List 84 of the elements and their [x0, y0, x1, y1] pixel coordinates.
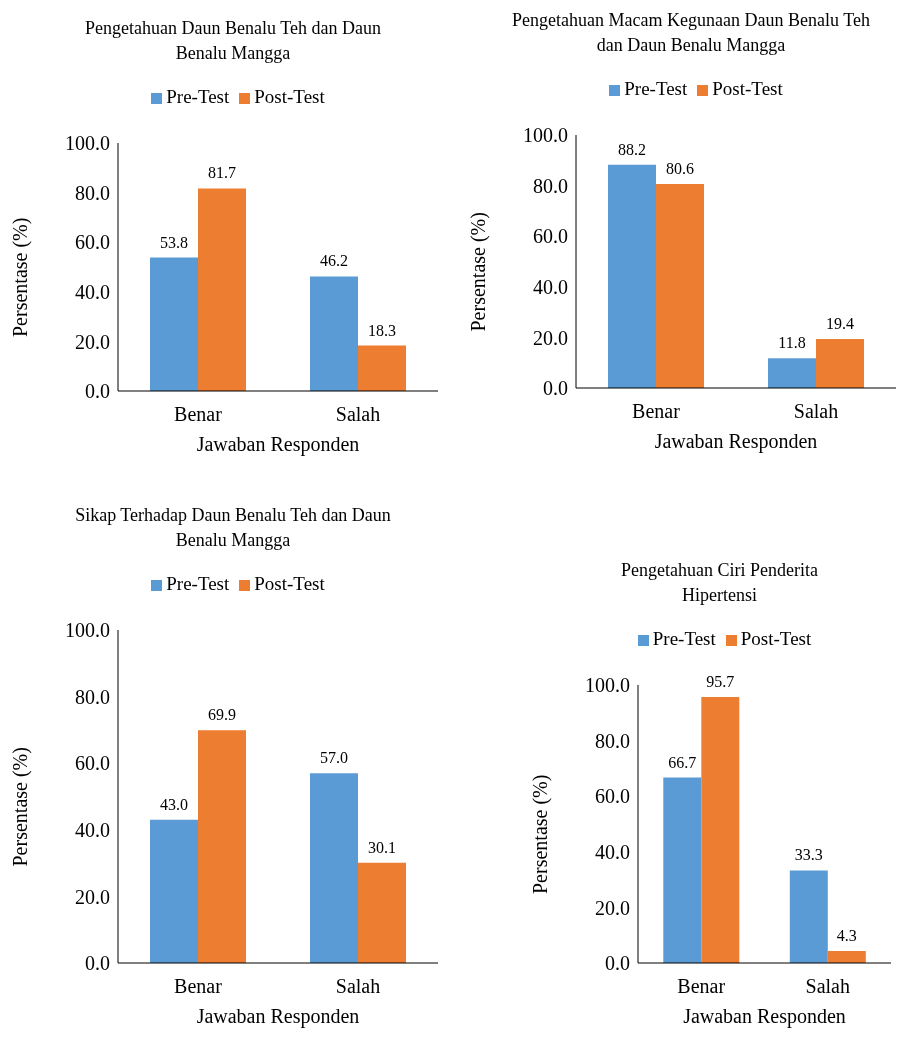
x-axis-title: Jawaban Responden — [654, 430, 818, 454]
y-tick-label: 60.0 — [533, 225, 568, 248]
y-tick-label: 0.0 — [543, 377, 568, 400]
bar — [358, 345, 406, 391]
bar — [198, 730, 246, 963]
y-tick-label: 100.0 — [585, 674, 630, 697]
y-tick-label: 60.0 — [595, 785, 630, 808]
y-tick-label: 80.0 — [75, 685, 110, 708]
legend-label: Post-Test — [254, 573, 325, 594]
data-label: 53.8 — [160, 233, 188, 251]
y-tick-label: 80.0 — [533, 174, 568, 197]
x-tick-label: Benar — [174, 975, 223, 998]
bar — [310, 276, 358, 391]
x-tick-label: Benar — [632, 400, 681, 423]
y-axis-title: Persentase (%) — [9, 747, 33, 867]
y-tick-label: 80.0 — [595, 729, 630, 752]
bar — [608, 164, 656, 388]
bar — [768, 358, 816, 388]
chart-title: Pengetahuan Macam Kegunaan Daun Benalu Teh dan Daun Benalu Mangga — [511, 9, 871, 57]
data-label: 18.3 — [368, 321, 396, 339]
bar — [198, 188, 246, 391]
data-label: 57.0 — [320, 749, 348, 767]
x-tick-label: Salah — [805, 975, 850, 998]
data-label: 46.2 — [320, 252, 348, 270]
data-label: 19.4 — [826, 314, 854, 332]
y-tick-label: 0.0 — [85, 380, 110, 403]
bar — [827, 951, 866, 963]
x-tick-label: Benar — [174, 403, 223, 426]
y-tick-label: 100.0 — [523, 124, 568, 147]
legend-label: Pre-Test — [624, 78, 688, 99]
legend-label: Post-Test — [712, 78, 783, 99]
x-axis-title: Jawaban Responden — [196, 1005, 360, 1029]
legend-label: Pre-Test — [166, 573, 230, 594]
x-axis-title: Jawaban Responden — [683, 1005, 846, 1029]
legend-label: Post-Test — [740, 628, 812, 649]
data-label: 4.3 — [836, 927, 857, 945]
y-axis-title: Persentase (%) — [9, 217, 33, 337]
y-tick-label: 20.0 — [533, 326, 568, 349]
data-label: 95.7 — [706, 672, 735, 690]
data-label: 11.8 — [778, 334, 806, 352]
bar — [656, 184, 704, 388]
x-tick-label: Salah — [335, 975, 381, 998]
y-tick-label: 20.0 — [75, 885, 110, 908]
y-tick-label: 40.0 — [75, 280, 110, 303]
x-axis-title: Jawaban Responden — [196, 433, 360, 457]
y-tick-label: 20.0 — [595, 896, 630, 919]
chart-title: Pengetahuan Daun Benalu Teh dan Daun Benalu Mangga — [84, 17, 382, 65]
y-tick-label: 20.0 — [75, 330, 110, 353]
bar — [150, 257, 198, 391]
y-axis-title: Persentase (%) — [467, 212, 491, 332]
bar — [663, 777, 702, 963]
data-label: 43.0 — [160, 795, 188, 813]
legend-label: Pre-Test — [652, 628, 716, 649]
y-tick-label: 100.0 — [65, 132, 110, 155]
data-label: 69.9 — [208, 706, 236, 724]
y-tick-label: 0.0 — [85, 952, 110, 975]
legend-label: Post-Test — [254, 86, 325, 107]
y-tick-label: 0.0 — [605, 952, 630, 975]
y-tick-label: 60.0 — [75, 231, 110, 254]
y-axis-title: Persentase (%) — [529, 774, 553, 894]
bar — [310, 773, 358, 963]
chart-title: Sikap Terhadap Daun Benalu Teh dan Daun Benalu Mangga — [74, 504, 392, 552]
y-tick-label: 40.0 — [595, 840, 630, 863]
x-tick-label: Salah — [335, 403, 381, 426]
chart-title: Pengetahuan Ciri Penderita Hipertensi — [620, 559, 819, 607]
bar — [358, 862, 406, 963]
data-label: 30.1 — [368, 838, 396, 856]
bar — [816, 338, 864, 388]
data-label: 88.2 — [618, 140, 646, 158]
data-label: 66.7 — [668, 753, 697, 771]
y-tick-label: 40.0 — [533, 275, 568, 298]
x-tick-label: Salah — [793, 400, 839, 423]
bar — [789, 870, 828, 963]
data-label: 80.6 — [666, 160, 694, 178]
data-label: 81.7 — [208, 164, 236, 182]
legend-label: Pre-Test — [166, 86, 230, 107]
y-tick-label: 80.0 — [75, 181, 110, 204]
y-tick-label: 60.0 — [75, 752, 110, 775]
y-tick-label: 40.0 — [75, 818, 110, 841]
data-label: 33.3 — [794, 846, 823, 864]
bar — [701, 696, 740, 963]
bar — [150, 819, 198, 963]
x-tick-label: Benar — [677, 975, 726, 998]
y-tick-label: 100.0 — [65, 619, 110, 642]
